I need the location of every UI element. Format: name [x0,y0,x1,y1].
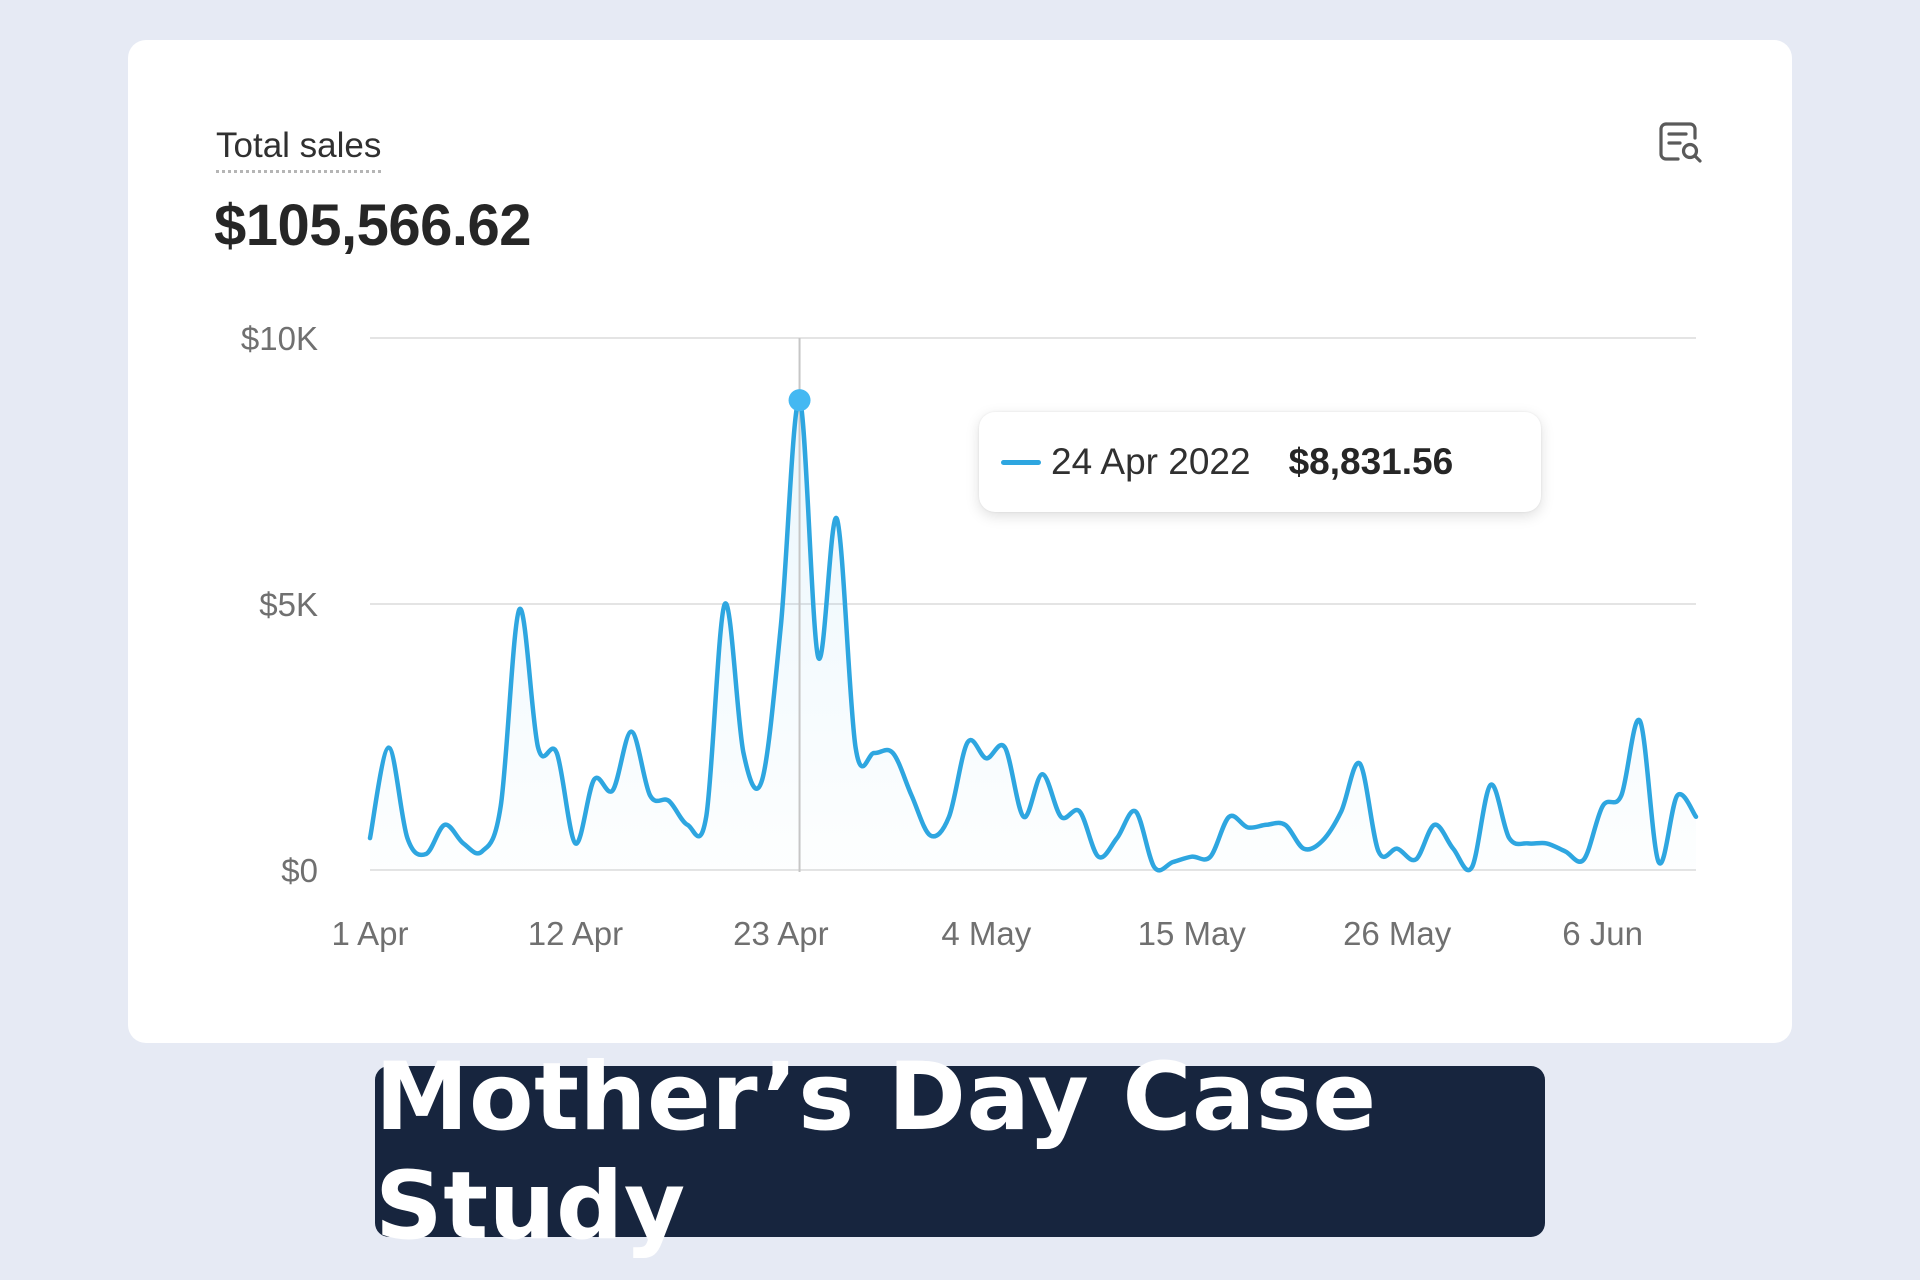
tooltip-value: $8,831.56 [1288,441,1454,482]
sales-card: Total sales $105,566.62 $0 $5K $10K 1 Apr 12… [128,40,1792,1043]
x-tick-label: 23 Apr [733,915,828,952]
series-line[interactable] [367,397,1699,873]
x-tick-label: 1 Apr [331,915,408,952]
y-tick-label: $0 [281,852,318,889]
x-tick-label: 6 Jun [1562,915,1643,952]
tooltip-date: 24 Apr 2022 [1051,441,1251,482]
series-swatch [1001,459,1041,465]
case-study-banner: Mother’s Day Case Study [375,1043,1545,1261]
report-search-icon[interactable] [1656,118,1704,166]
series-area [370,400,1696,871]
metric-label[interactable]: Total sales [216,126,382,173]
y-tick-label: $10K [241,320,318,357]
banner-title: Mother’s Day Case Study [375,1042,1377,1261]
metric-value: $105,566.62 [214,193,532,258]
x-tick-label: 15 May [1138,915,1247,952]
x-tick-label: 26 May [1343,915,1452,952]
y-tick-label: $5K [259,586,318,623]
sales-line-chart: $0 $5K $10K 1 Apr 12 Apr 23 Apr 4 May 15 May 26 … [241,320,1699,952]
x-tick-label: 12 Apr [528,915,623,952]
x-tick-label: 4 May [941,915,1031,952]
highlight-point[interactable] [788,389,811,412]
chart-tooltip: 24 Apr 2022 $8,831.56 [979,412,1541,512]
